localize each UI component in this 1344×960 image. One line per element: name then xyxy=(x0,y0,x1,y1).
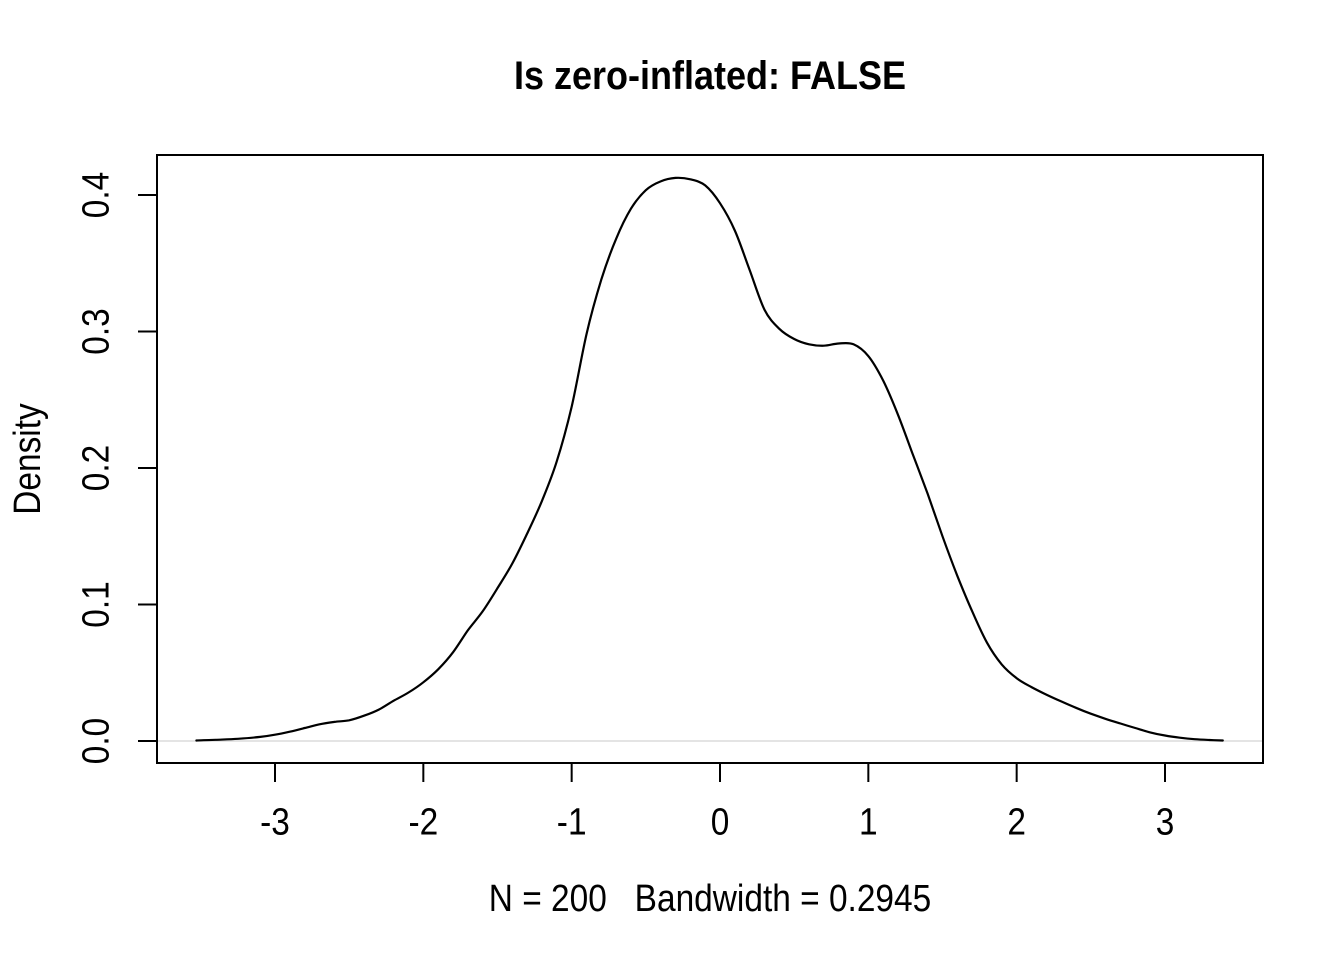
x-tick-label: 2 xyxy=(1007,800,1026,842)
y-tick-label: 0.3 xyxy=(74,308,116,354)
plot-box xyxy=(156,154,1264,764)
x-tick-label: 0 xyxy=(711,800,730,842)
y-tick-label: 0.0 xyxy=(74,718,116,764)
x-tick-label: 1 xyxy=(859,800,878,842)
density-curve xyxy=(195,176,1224,742)
x-tick-label: 3 xyxy=(1156,800,1175,842)
plot-title: Is zero-inflated: FALSE xyxy=(513,54,907,98)
x-tick-label: -2 xyxy=(408,800,438,842)
y-tick-label: 0.1 xyxy=(74,581,116,627)
x-axis-label: N = 200 Bandwidth = 0.2945 xyxy=(488,878,932,920)
y-tick-label: 0.2 xyxy=(74,445,116,491)
x-tick-label: -3 xyxy=(260,800,290,842)
x-tick-label: -1 xyxy=(557,800,587,842)
y-tick-label: 0.4 xyxy=(74,172,116,218)
